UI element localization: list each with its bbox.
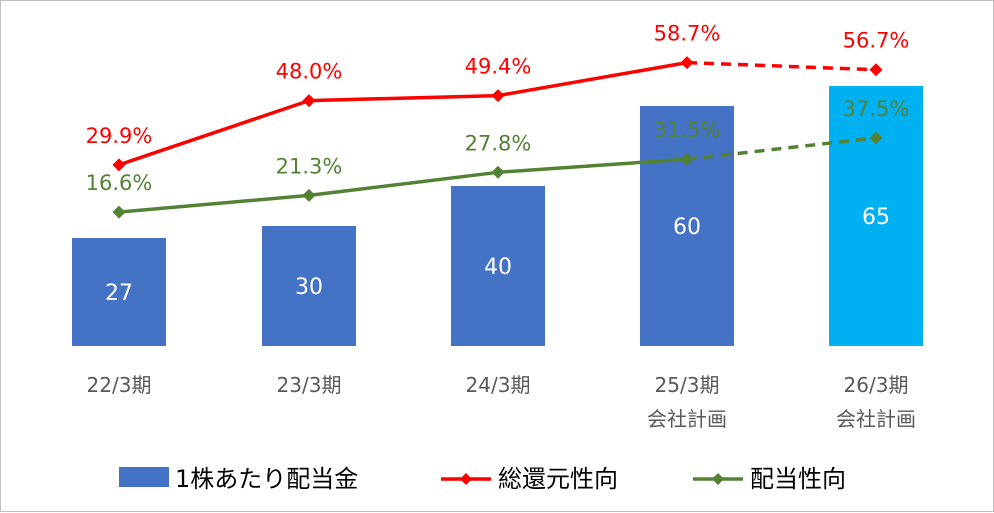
total-return-ratio-line-solid	[118, 60, 688, 167]
payout-ratio-label-5: 37.5%	[843, 97, 910, 121]
legend-label-dividend: 1株あたり配当金	[175, 465, 358, 493]
category-label-5-sub: 会社計画	[836, 407, 916, 431]
total-return-ratio-label-1: 29.9%	[86, 124, 153, 148]
dividend-bar-5	[829, 86, 923, 346]
category-label-4: 25/3期	[655, 373, 720, 397]
legend-label-payout: 配当性向	[750, 465, 846, 493]
total-return-ratio-marker-3	[491, 89, 505, 103]
payout-ratio-label-1: 16.6%	[86, 171, 153, 195]
payout-ratio-line-dashed	[686, 136, 877, 161]
payout-ratio-label-3: 27.8%	[465, 131, 532, 155]
payout-ratio-label-2: 21.3%	[276, 154, 343, 178]
legend-swatch-payout-marker	[712, 473, 724, 485]
legend-label-total-return: 総還元性向	[498, 465, 618, 493]
payout-ratio-marker-5	[869, 131, 883, 145]
total-return-ratio-label-5: 56.7%	[843, 29, 910, 53]
bar-value-label-3: 40	[484, 255, 512, 280]
dividend-bar-1	[72, 238, 166, 346]
total-return-ratio-line-dashed	[686, 60, 877, 72]
payout-ratio-marker-1	[112, 205, 126, 219]
payout-ratio-line-solid	[118, 157, 688, 214]
dividend-bar-2	[262, 226, 356, 346]
total-return-ratio-marker-4	[680, 56, 694, 70]
total-return-ratio-label-3: 49.4%	[465, 55, 532, 79]
category-label-3: 24/3期	[466, 373, 531, 397]
total-return-ratio-label-2: 48.0%	[276, 60, 343, 84]
payout-ratio-marker-4	[680, 152, 694, 166]
bar-value-label-1: 27	[105, 281, 133, 306]
dividend-bar-4	[640, 106, 734, 346]
legend-swatch-total-return-marker	[460, 473, 472, 485]
payout-ratio-label-4: 31.5%	[654, 118, 721, 142]
category-label-1: 22/3期	[87, 373, 152, 397]
total-return-ratio-label-4: 58.7%	[654, 22, 721, 46]
bar-value-label-2: 30	[295, 275, 323, 300]
total-return-ratio-marker-2	[302, 94, 316, 108]
category-label-4-sub: 会社計画	[647, 407, 727, 431]
category-label-5: 26/3期	[844, 373, 909, 397]
bar-value-label-5: 65	[862, 205, 890, 230]
total-return-ratio-marker-5	[869, 63, 883, 77]
payout-ratio-marker-3	[491, 165, 505, 179]
dividend-bar-3	[451, 186, 545, 346]
category-label-2: 23/3期	[277, 373, 342, 397]
bar-value-label-4: 60	[673, 215, 701, 240]
payout-ratio-marker-2	[302, 188, 316, 202]
total-return-ratio-marker-1	[112, 158, 126, 172]
legend-swatch-dividend	[119, 467, 169, 487]
